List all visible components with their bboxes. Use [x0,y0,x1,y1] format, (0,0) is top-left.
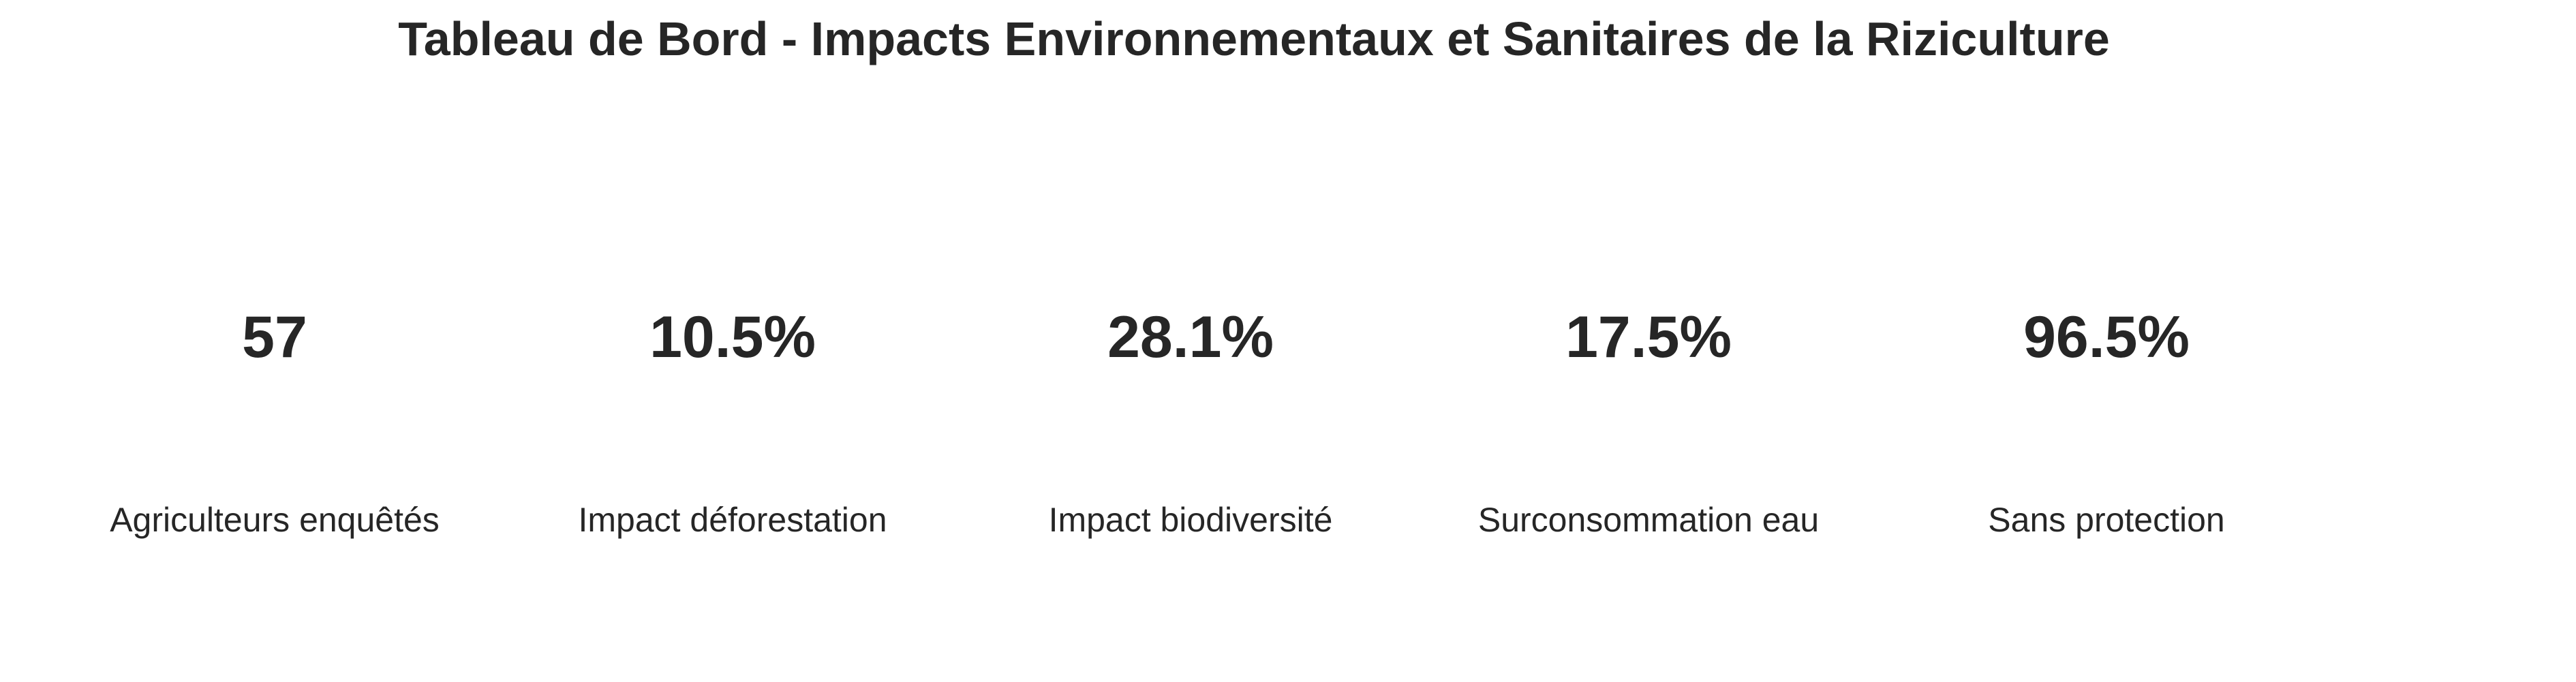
kpi-value: 17.5% [1565,305,1732,370]
kpi-value: 96.5% [2023,305,2190,370]
kpi-label: Surconsommation eau [1477,501,1820,539]
kpi-value: 10.5% [649,305,816,370]
dashboard-title: Tableau de Bord - Impacts Environnementa… [398,12,2110,65]
kpi-value: 28.1% [1107,305,1274,370]
kpi-label: Agriculteurs enquêtés [110,501,440,539]
kpi-label: Impact biodiversité [1048,501,1333,539]
kpi-value: 57 [242,305,307,370]
kpi-label: Sans protection [1988,501,2225,539]
kpi-label: Impact déforestation [578,501,887,539]
